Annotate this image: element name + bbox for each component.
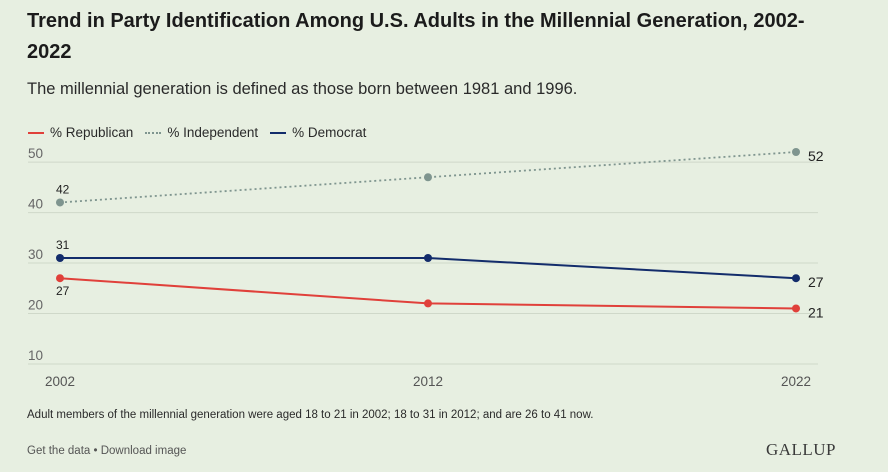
chart-title: Trend in Party Identification Among U.S.… (27, 10, 805, 63)
data-point-independent-2002 (56, 198, 64, 207)
get-data-link[interactable]: Get the data (27, 445, 91, 457)
y-tick-label-40: 40 (28, 197, 43, 212)
data-point-republican-2012 (424, 299, 432, 308)
data-point-republican-2002 (56, 274, 64, 283)
gallup-logo: GALLUP (765, 440, 836, 459)
y-tick-label-50: 50 (28, 146, 43, 161)
x-tick-label-2022: 2022 (781, 374, 811, 389)
legend-item-republican: % Republican (28, 125, 133, 140)
legend-swatch-independent (145, 131, 162, 134)
data-point-independent-2022 (792, 148, 800, 156)
data-point-democrat-2012 (424, 254, 432, 262)
data-label-independent-2002: 42 (56, 182, 70, 196)
y-tick-label-20: 20 (28, 298, 43, 313)
data-point-democrat-2002 (56, 254, 64, 262)
chart-footnote: Adult members of the millennial generati… (27, 409, 594, 421)
data-point-democrat-2022 (792, 274, 800, 283)
legend-swatch-republican (28, 131, 44, 134)
data-label-republican-2002: 27 (56, 284, 70, 298)
x-tick-label-2012: 2012 (413, 374, 443, 389)
footer-separator: • (90, 445, 101, 457)
line-chart: 10 20 30 40 50 2002 2012 2022 27 21 42 52 31 27 (28, 146, 824, 389)
data-label-democrat-2022: 27 (808, 274, 824, 290)
legend-item-democrat: % Democrat (270, 125, 366, 140)
x-tick-label-2002: 2002 (45, 374, 75, 389)
download-image-link[interactable]: Download image (100, 445, 187, 457)
y-tick-label-10: 10 (28, 348, 43, 363)
footer-links: Get the data • Download image (27, 445, 186, 457)
data-label-independent-2022: 52 (808, 148, 824, 164)
data-point-republican-2022 (792, 304, 800, 313)
chart-legend: % Republican % Independent % Democrat (28, 125, 378, 140)
data-label-republican-2022: 21 (808, 304, 824, 320)
legend-swatch-democrat (270, 131, 287, 134)
data-point-independent-2012 (424, 173, 432, 182)
y-tick-label-30: 30 (28, 247, 43, 262)
legend-label-independent: % Independent (167, 125, 259, 140)
legend-label-republican: % Republican (50, 125, 134, 140)
chart-subtitle: The millennial generation is defined as … (27, 80, 578, 98)
legend-label-democrat: % Democrat (292, 125, 367, 140)
legend-item-independent: % Independent (145, 125, 258, 140)
data-label-democrat-2002: 31 (56, 238, 70, 252)
